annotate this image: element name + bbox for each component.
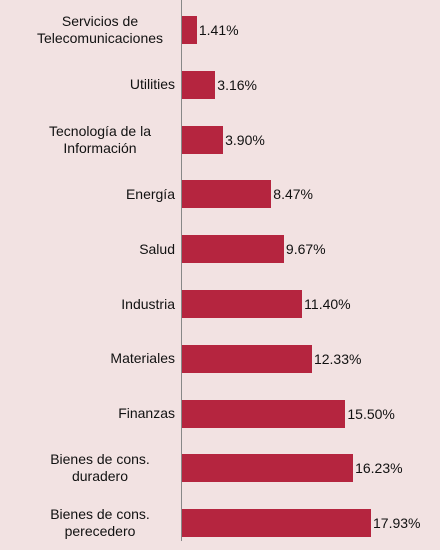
category-label: Industria: [0, 277, 175, 331]
category-text: Materiales: [110, 350, 175, 367]
category-label: Energía: [0, 167, 175, 221]
bar: [182, 16, 197, 44]
bar: [182, 344, 312, 373]
category-text: Bienes de cons. duradero: [50, 451, 150, 485]
bar: [182, 454, 354, 483]
bar: [182, 290, 303, 318]
value-label: 3.16%: [217, 76, 257, 93]
category-label: Servicios de Telecomunicaciones: [0, 3, 175, 57]
value-label: 8.47%: [273, 186, 313, 203]
category-label: Bienes de cons. perecedero: [0, 496, 175, 550]
category-label: Tecnología de la Información: [0, 113, 175, 167]
category-label: Materiales: [0, 332, 175, 386]
value-label: 17.93%: [373, 515, 421, 532]
category-label: Bienes de cons. duradero: [0, 441, 175, 495]
category-text: Utilities: [129, 76, 175, 93]
category-text: Finanzas: [118, 405, 175, 422]
value-label: 16.23%: [355, 460, 403, 477]
category-text: Servicios de Telecomunicaciones: [36, 13, 164, 46]
axis-line: [181, 0, 182, 541]
bar: [182, 125, 224, 154]
bar: [182, 235, 284, 264]
category-label: Utilities: [0, 58, 175, 112]
category-label: Finanzas: [0, 387, 175, 441]
value-label: 15.50%: [347, 405, 395, 422]
value-label: 12.33%: [313, 350, 362, 367]
bar: [182, 70, 216, 99]
value-label: 1.41%: [198, 22, 239, 38]
bar: [182, 399, 346, 428]
category-text: Bienes de cons. perecedero: [50, 506, 150, 540]
value-label: 9.67%: [285, 241, 326, 258]
bar: [182, 180, 272, 209]
category-text: Industria: [121, 295, 175, 312]
category-text: Energía: [125, 185, 175, 202]
category-text: Salud: [139, 240, 175, 257]
category-text: Tecnología de la Información: [49, 122, 151, 156]
value-label: 3.90%: [225, 131, 265, 148]
value-label: 11.40%: [304, 296, 351, 312]
category-label: Salud: [0, 222, 175, 276]
bar: [182, 509, 371, 538]
